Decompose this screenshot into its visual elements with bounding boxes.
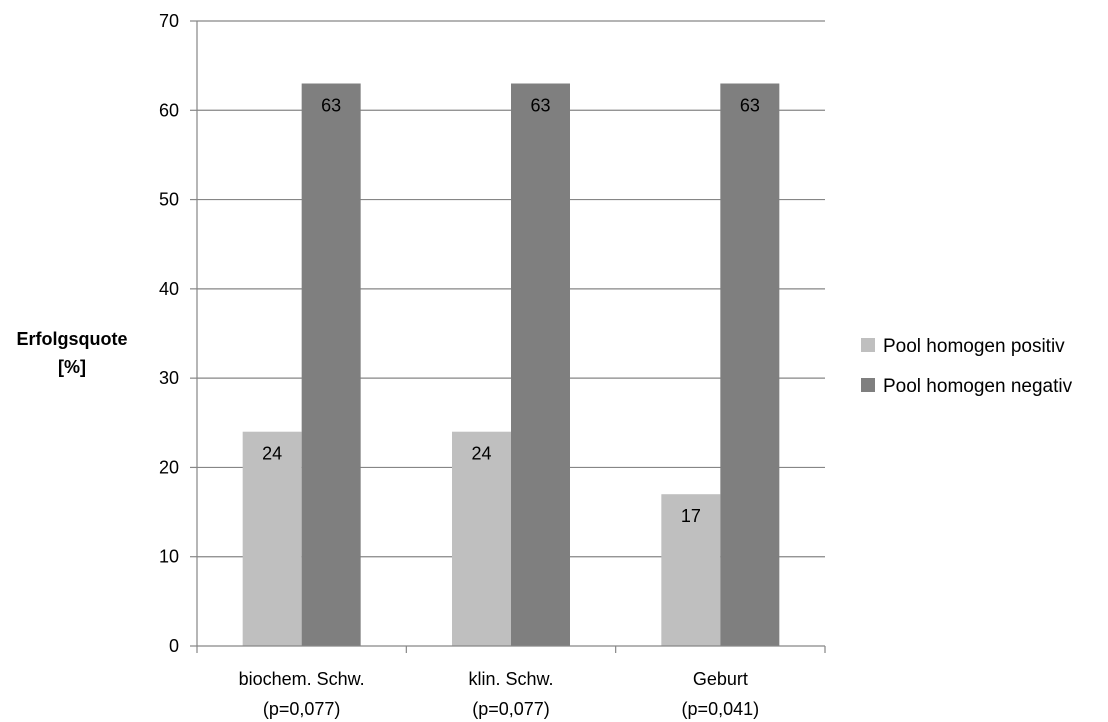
legend: Pool homogen positiv Pool homogen negativ [861, 336, 1073, 397]
data-label: 63 [530, 96, 550, 116]
y-tick-label: 20 [159, 457, 179, 477]
legend-swatch [861, 378, 875, 392]
labels: 0 10 20 30 40 50 60 70 24 63 biochem. Schw. (p=0,07… [17, 11, 760, 719]
y-tick-label: 40 [159, 279, 179, 299]
legend-entry: Pool homogen positiv [883, 336, 1065, 357]
y-tick-label: 70 [159, 11, 179, 31]
y-axis-label: [%] [58, 357, 86, 377]
bar [242, 431, 302, 646]
bar [511, 83, 570, 646]
x-category-label: Geburt [693, 669, 748, 689]
x-category-label: klin. Schw. [468, 669, 553, 689]
y-tick-label: 60 [159, 100, 179, 120]
data-label: 63 [321, 96, 341, 116]
x-category-label: (p=0,041) [682, 699, 760, 719]
y-tick-label: 30 [159, 368, 179, 388]
legend-swatch [861, 338, 875, 352]
y-axis-label: Erfolgsquote [17, 329, 128, 349]
data-label: 63 [740, 96, 760, 116]
data-label: 24 [471, 444, 491, 464]
bar [301, 83, 361, 646]
data-label: 17 [681, 506, 701, 526]
x-category-label: (p=0,077) [263, 699, 341, 719]
y-tick-label: 0 [169, 636, 179, 656]
legend-entry: Pool homogen negativ [883, 376, 1073, 397]
x-category-label: (p=0,077) [472, 699, 550, 719]
bars [242, 83, 780, 646]
axes [190, 20, 826, 653]
x-category-label: biochem. Schw. [239, 669, 365, 689]
y-tick-label: 10 [159, 547, 179, 567]
bar [452, 431, 511, 646]
bar [720, 83, 780, 646]
bar [661, 494, 721, 646]
y-tick-label: 50 [159, 190, 179, 210]
data-label: 24 [262, 444, 282, 464]
